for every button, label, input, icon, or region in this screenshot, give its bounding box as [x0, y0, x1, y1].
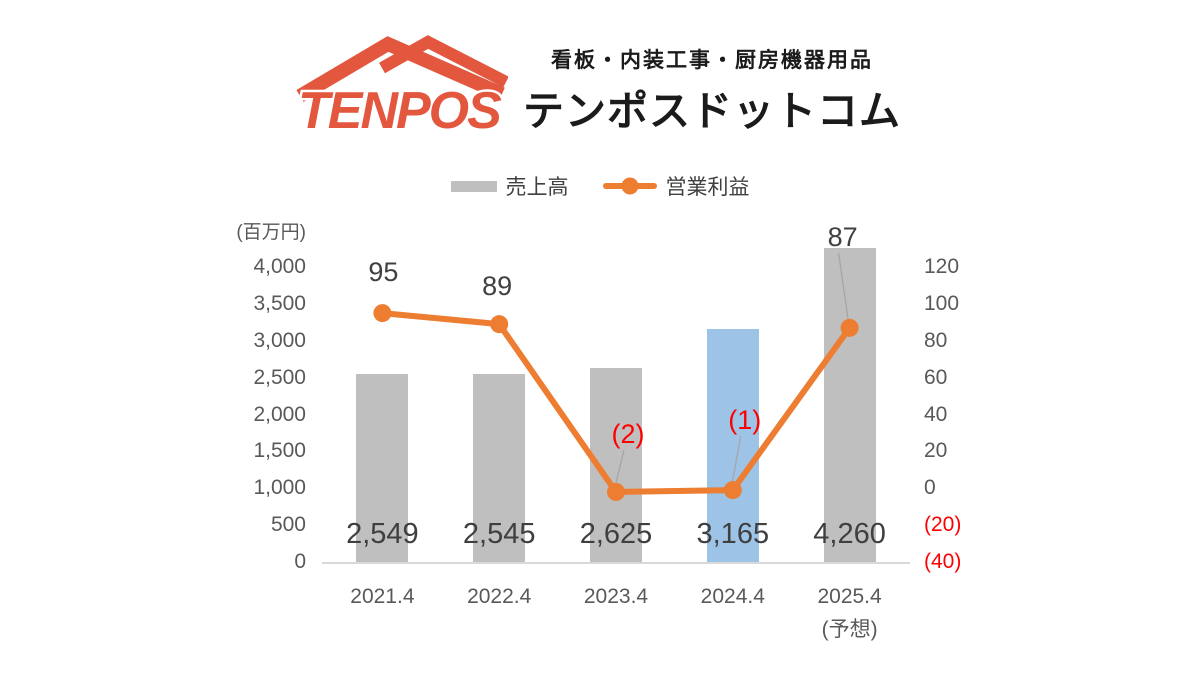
right-axis-tick-label: (40): [924, 550, 962, 573]
category-label: 2025.4: [817, 585, 882, 608]
legend-item-sales: 売上高: [450, 171, 569, 201]
brand-text-block: 看板・内装工事・厨房機器用品 テンポスドットコム: [516, 44, 908, 137]
line-point-value-label: 87: [827, 221, 858, 252]
left-axis-tick-label: 2,000: [253, 402, 306, 426]
brand-tagline: 看板・内装工事・厨房機器用品: [551, 49, 873, 72]
line-point-value-label: (1): [728, 405, 762, 436]
line-point-marker: [490, 315, 509, 334]
tenpos-logo: TENPOS: [296, 34, 509, 143]
line-point-value-label: (2): [611, 418, 645, 449]
bar-2025.4: [823, 247, 876, 562]
company-name: テンポスドットコム: [523, 88, 901, 134]
logo-wordmark: TENPOS: [298, 82, 502, 134]
line-point-value-label: 89: [482, 271, 513, 302]
roof-shape-small: [379, 35, 509, 88]
left-axis-tick-label: 1,500: [253, 439, 306, 463]
bar-value-label: 2,545: [462, 518, 536, 550]
left-axis-tick-label: 1,000: [253, 476, 306, 500]
line-point-value-label: 95: [368, 257, 399, 288]
bar-value-label: 2,625: [579, 518, 653, 550]
bar-value-label: 4,260: [813, 518, 886, 550]
legend-item-profit: 営業利益: [602, 171, 750, 201]
sales-bar-swatch: [450, 180, 497, 192]
legend-profit-label: 営業利益: [665, 176, 750, 199]
line-point-marker: [373, 304, 392, 323]
left-axis-tick-label: 2,500: [253, 365, 306, 389]
profit-line-marker-swatch: [621, 177, 638, 195]
right-axis-tick-label: 120: [924, 255, 960, 278]
tenpos-roof-logo-icon: TENPOS: [296, 35, 509, 143]
left-axis-tick-label: 4,000: [253, 255, 306, 278]
left-axis-tick-label: 500: [270, 513, 306, 537]
left-axis-tick-label: 3,000: [253, 328, 306, 352]
category-label: 2022.4: [467, 585, 532, 608]
right-axis-tick-label: 0: [924, 476, 936, 500]
right-axis-tick-label: 20: [924, 439, 948, 463]
chart-legend: 売上高 営業利益: [0, 171, 1200, 201]
right-axis-tick-label: 100: [924, 291, 960, 315]
bar-value-label: 2,549: [346, 518, 419, 550]
bar-value-label: 3,165: [696, 518, 770, 550]
category-label: 2023.4: [583, 585, 649, 608]
left-axis-tick-label: 3,500: [253, 291, 306, 315]
left-axis-unit-label: (百万円): [236, 222, 306, 243]
profit-line-swatch: [602, 177, 657, 195]
x-axis-line: [322, 562, 910, 564]
left-axis-tick-label: 0: [294, 550, 306, 573]
right-axis-tick-label: (20): [924, 513, 962, 537]
category-label: 2024.4: [700, 585, 765, 608]
right-axis-tick-label: 60: [924, 365, 948, 389]
roof-shape-large: [296, 36, 505, 103]
right-axis-tick-label: 80: [924, 328, 948, 352]
category-label: 2021.4: [350, 585, 415, 608]
legend-sales-label: 売上高: [505, 176, 569, 199]
right-axis-tick-label: 40: [924, 402, 948, 426]
category-note-label: (予想): [821, 618, 878, 641]
